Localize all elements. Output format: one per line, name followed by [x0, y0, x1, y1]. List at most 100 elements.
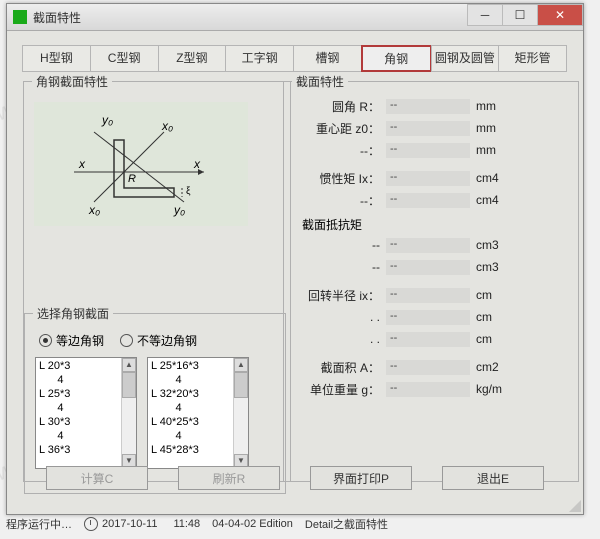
refresh-button[interactable]: 刷新R: [178, 466, 280, 490]
print-button[interactable]: 界面打印P: [310, 466, 412, 490]
tab-c-steel[interactable]: C型钢: [90, 45, 159, 72]
window-title: 截面特性: [33, 9, 81, 26]
prop-label: --: [292, 260, 380, 274]
svg-text:x: x: [78, 157, 86, 171]
radio-icon: [39, 334, 52, 347]
radio-icon: [120, 334, 133, 347]
tab-i-steel[interactable]: 工字钢: [225, 45, 294, 72]
tab-z-steel[interactable]: Z型钢: [158, 45, 227, 72]
minimize-button[interactable]: ─: [467, 4, 503, 26]
prop-label: 单位重量 g：: [292, 381, 380, 398]
button-row: 计算C 刷新R 界面打印P 退出E: [23, 466, 567, 490]
prop-value: --: [386, 121, 470, 136]
prop-unit: kg/m: [476, 382, 502, 396]
prop-unit: cm4: [476, 171, 499, 185]
scrollbar[interactable]: ▲ ▼: [233, 358, 248, 468]
radio-unequal-label: 不等边角钢: [137, 332, 197, 349]
list-item[interactable]: L 40*25*3: [151, 415, 245, 429]
svg-text:x: x: [193, 157, 201, 171]
prop-value: --: [386, 382, 470, 397]
list-item[interactable]: 4: [151, 429, 245, 443]
prop-unit: mm: [476, 143, 496, 157]
status-bar: 程序运行中… 2017-10-11 11:48 04-04-02 Edition…: [6, 515, 594, 533]
main-window: 截面特性 ─ ☐ ✕ H型钢 C型钢 Z型钢 工字钢 槽钢 角钢 圆钢及圆管 矩…: [6, 3, 584, 515]
svg-text:R: R: [128, 173, 136, 185]
list-item[interactable]: 4: [39, 401, 133, 415]
scroll-up-icon[interactable]: ▲: [234, 358, 248, 372]
svg-text:y₀: y₀: [173, 203, 185, 217]
tab-h-steel[interactable]: H型钢: [22, 45, 91, 72]
list-item[interactable]: 4: [39, 429, 133, 443]
list-item[interactable]: L 30*3: [39, 415, 133, 429]
svg-text:x₀: x₀: [88, 203, 100, 217]
tab-round[interactable]: 圆钢及圆管: [431, 45, 500, 72]
tab-angle[interactable]: 角钢: [361, 45, 432, 72]
svg-text:ξ: ξ: [186, 186, 191, 197]
list-item[interactable]: 4: [151, 373, 245, 387]
list-item[interactable]: 4: [151, 401, 245, 415]
prop-value: --: [386, 143, 470, 158]
radio-equal-label: 等边角钢: [56, 332, 104, 349]
list-item[interactable]: L 36*3: [39, 443, 133, 457]
exit-button[interactable]: 退出E: [442, 466, 544, 490]
prop-unit: cm2: [476, 360, 499, 374]
prop-value: --: [386, 238, 470, 253]
list-item[interactable]: L 25*16*3: [151, 359, 245, 373]
list-item[interactable]: L 32*20*3: [151, 387, 245, 401]
list-item[interactable]: L 25*3: [39, 387, 133, 401]
prop-value: --: [386, 193, 470, 208]
scroll-thumb[interactable]: [234, 372, 248, 398]
properties-group: 截面特性 圆角 R： -- mm 重心距 z0： -- mm --： -- mm 惯性矩 I…: [283, 73, 579, 482]
prop-unit: mm: [476, 99, 496, 113]
tab-channel[interactable]: 槽钢: [293, 45, 362, 72]
prop-value: --: [386, 310, 470, 325]
prop-label: 圆角 R：: [292, 98, 380, 115]
prop-label: . .: [292, 310, 380, 324]
scrollbar[interactable]: ▲ ▼: [121, 358, 136, 468]
client-area: H型钢 C型钢 Z型钢 工字钢 槽钢 角钢 圆钢及圆管 矩形管 角钢截面特性 x: [7, 31, 583, 514]
close-button[interactable]: ✕: [537, 4, 583, 26]
prop-value: --: [386, 171, 470, 186]
maximize-button[interactable]: ☐: [502, 4, 538, 26]
tab-rect-tube[interactable]: 矩形管: [498, 45, 567, 72]
status-detail: Detail之截面特性: [305, 516, 388, 532]
list-item[interactable]: L 45*28*3: [151, 443, 245, 457]
scroll-thumb[interactable]: [122, 372, 136, 398]
radio-unequal-angle[interactable]: 不等边角钢: [120, 332, 197, 349]
prop-unit: mm: [476, 121, 496, 135]
prop-value: --: [386, 332, 470, 347]
prop-label: --：: [292, 142, 380, 159]
prop-value: --: [386, 260, 470, 275]
prop-unit: cm3: [476, 238, 499, 252]
prop-unit: cm4: [476, 193, 499, 207]
prop-unit: cm: [476, 288, 492, 302]
section-modulus-title: 截面抵抗矩: [292, 212, 570, 235]
prop-label: --：: [292, 192, 380, 209]
radio-equal-angle[interactable]: 等边角钢: [39, 332, 104, 349]
prop-value: --: [386, 99, 470, 114]
status-time: 11:48: [173, 518, 200, 530]
list-item[interactable]: L 20*3: [39, 359, 133, 373]
prop-unit: cm: [476, 332, 492, 346]
angle-properties-group: 角钢截面特性 x x y₀ x₀ x₀ y₀: [23, 73, 291, 482]
resize-grip[interactable]: [567, 498, 581, 512]
prop-unit: cm3: [476, 260, 499, 274]
titlebar: 截面特性 ─ ☐ ✕: [7, 4, 583, 31]
right-group-title: 截面特性: [292, 73, 348, 90]
section-diagram: x x y₀ x₀ x₀ y₀ R ξ: [34, 102, 248, 226]
angle-group-title: 角钢截面特性: [32, 73, 112, 90]
unequal-list[interactable]: L 25*16*3 4 L 32*20*3 4 L 40*25*3 4 L 45…: [147, 357, 249, 469]
equal-list[interactable]: L 20*3 4 L 25*3 4 L 30*3 4 L 36*3 ▲: [35, 357, 137, 469]
svg-text:x₀: x₀: [161, 119, 173, 133]
clock-icon: [84, 517, 98, 531]
scroll-up-icon[interactable]: ▲: [122, 358, 136, 372]
calc-button[interactable]: 计算C: [46, 466, 148, 490]
status-edition: 04-04-02 Edition: [212, 518, 293, 530]
prop-label: 惯性矩 Ix：: [292, 170, 380, 187]
svg-text:y₀: y₀: [101, 113, 113, 127]
prop-label: 重心距 z0：: [292, 120, 380, 137]
list-item[interactable]: 4: [39, 373, 133, 387]
prop-label: 回转半径 ix：: [292, 287, 380, 304]
prop-value: --: [386, 360, 470, 375]
status-running: 程序运行中…: [6, 516, 72, 532]
